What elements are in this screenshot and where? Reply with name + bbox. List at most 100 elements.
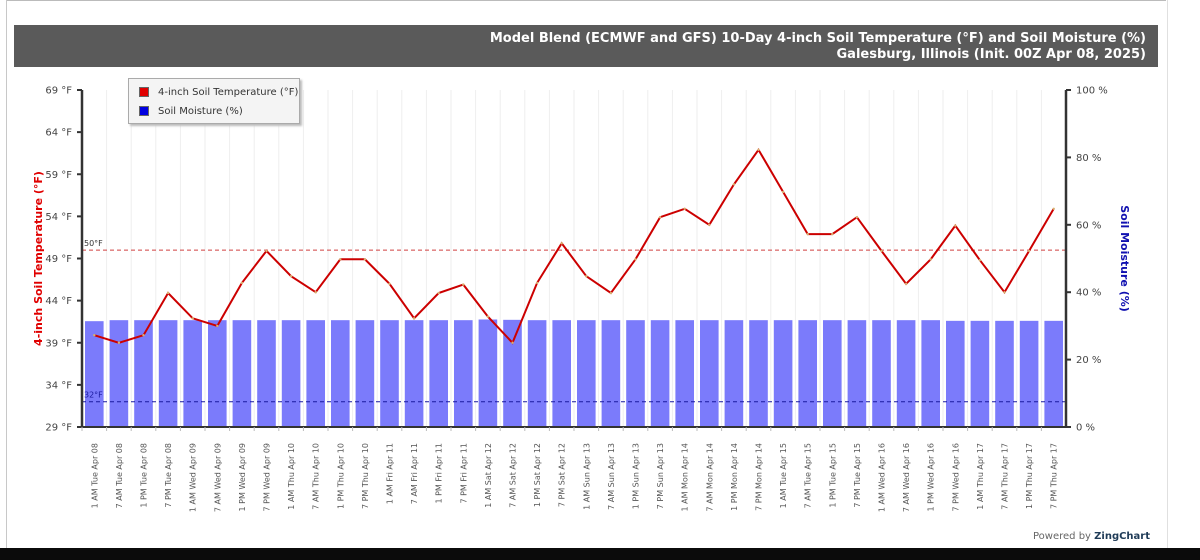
- temperature-point[interactable]: [1027, 249, 1031, 253]
- temperature-point[interactable]: [781, 190, 785, 194]
- temperature-point[interactable]: [929, 258, 932, 261]
- temperature-line[interactable]: [94, 147, 1055, 345]
- moisture-bar[interactable]: [700, 320, 719, 427]
- temperature-point[interactable]: [511, 341, 514, 344]
- chart-title-bar: Model Blend (ECMWF and GFS) 10-Day 4-inc…: [14, 25, 1158, 67]
- x-tick-label: 7 PM Sat Apr 12: [558, 443, 567, 507]
- temperature-point[interactable]: [708, 223, 711, 226]
- moisture-bar[interactable]: [232, 320, 252, 427]
- moisture-bar[interactable]: [823, 320, 842, 427]
- x-tick-label: 1 PM Wed Apr 09: [238, 443, 247, 511]
- moisture-bar[interactable]: [355, 320, 375, 427]
- moisture-bar[interactable]: [675, 320, 694, 427]
- x-tick-label: 1 PM Fri Apr 11: [435, 443, 444, 504]
- x-tick-label: 1 PM Thu Apr 17: [1025, 443, 1034, 509]
- temperature-point[interactable]: [831, 232, 834, 236]
- temperature-point[interactable]: [732, 183, 736, 186]
- moisture-bar[interactable]: [478, 319, 498, 427]
- moisture-bar[interactable]: [404, 320, 424, 427]
- temperature-point[interactable]: [486, 315, 490, 318]
- moisture-bar[interactable]: [1019, 320, 1039, 427]
- x-tick-label: 7 PM Thu Apr 17: [1050, 443, 1059, 509]
- temperature-point[interactable]: [560, 242, 563, 245]
- moisture-bar[interactable]: [306, 320, 325, 427]
- temperature-point[interactable]: [388, 282, 391, 285]
- temperature-point[interactable]: [339, 258, 342, 261]
- temperature-point[interactable]: [855, 216, 859, 219]
- temperature-point[interactable]: [191, 317, 194, 320]
- moisture-bar[interactable]: [183, 320, 202, 427]
- temperature-point[interactable]: [412, 317, 416, 320]
- moisture-bar[interactable]: [158, 320, 178, 427]
- moisture-bar[interactable]: [946, 320, 965, 427]
- moisture-bar[interactable]: [921, 320, 940, 427]
- legend-item-temperature[interactable]: 4-inch Soil Temperature (°F): [139, 86, 298, 98]
- moisture-bar[interactable]: [650, 320, 670, 427]
- legend-item-moisture[interactable]: Soil Moisture (%): [139, 105, 243, 117]
- temperature-point[interactable]: [1003, 291, 1006, 294]
- temperature-point[interactable]: [289, 274, 293, 278]
- moisture-bar[interactable]: [601, 320, 621, 427]
- moisture-bar[interactable]: [281, 320, 301, 427]
- temperature-point[interactable]: [363, 258, 367, 261]
- temperature-point[interactable]: [240, 281, 244, 285]
- y-left-tick-label: 69 °F: [45, 86, 72, 97]
- moisture-bar[interactable]: [577, 320, 596, 427]
- moisture-bar[interactable]: [552, 320, 571, 427]
- temperature-point[interactable]: [437, 291, 440, 295]
- moisture-bar[interactable]: [454, 320, 473, 427]
- temperature-point[interactable]: [880, 249, 883, 253]
- temperature-point[interactable]: [166, 291, 170, 295]
- moisture-bar[interactable]: [724, 320, 744, 427]
- temperature-point[interactable]: [757, 148, 760, 152]
- chart-plot[interactable]: 50°F 32°F 29 °F 34 °F 39 °F 44 °F 49 °F 54 °F 59…: [0, 0, 1200, 548]
- temperature-point[interactable]: [806, 232, 809, 236]
- moisture-bar[interactable]: [503, 319, 522, 427]
- moisture-bar[interactable]: [626, 320, 645, 427]
- temperature-point[interactable]: [904, 282, 908, 285]
- temperature-point[interactable]: [314, 291, 317, 294]
- temperature-point[interactable]: [1052, 207, 1055, 210]
- moisture-bar[interactable]: [847, 320, 867, 427]
- x-tick-label: 1 AM Tue Apr 08: [90, 443, 99, 508]
- powered-by-zingchart-link[interactable]: Powered by ZingChart: [1033, 531, 1150, 542]
- moisture-bar[interactable]: [380, 320, 399, 427]
- temperature-point[interactable]: [535, 281, 539, 285]
- temperature-point[interactable]: [265, 249, 268, 253]
- temperature-point[interactable]: [978, 258, 982, 262]
- moisture-bar[interactable]: [896, 320, 916, 427]
- moisture-bar[interactable]: [749, 320, 768, 427]
- reference-label-32: 32°F: [84, 391, 103, 400]
- chart-legend[interactable]: 4-inch Soil Temperature (°F) Soil Moistu…: [128, 78, 300, 124]
- moisture-bar[interactable]: [773, 320, 793, 427]
- temperature-point[interactable]: [142, 333, 145, 337]
- moisture-bar[interactable]: [257, 320, 276, 427]
- temperature-point[interactable]: [954, 224, 957, 227]
- x-tick-label: 7 AM Sat Apr 12: [509, 443, 518, 508]
- x-tick-label: 7 AM Wed Apr 16: [902, 443, 911, 512]
- moisture-bar[interactable]: [970, 320, 990, 427]
- moisture-bar[interactable]: [134, 320, 153, 427]
- temperature-point[interactable]: [634, 258, 637, 261]
- x-tick-label: 1 PM Mon Apr 14: [730, 443, 739, 511]
- temperature-point[interactable]: [216, 324, 219, 328]
- moisture-bar[interactable]: [429, 320, 448, 427]
- moisture-bar[interactable]: [109, 320, 129, 427]
- moisture-bar[interactable]: [527, 320, 547, 427]
- moisture-bar[interactable]: [208, 320, 227, 427]
- temperature-point[interactable]: [462, 283, 465, 286]
- temperature-point[interactable]: [117, 341, 121, 344]
- y-left-tick-label: 39 °F: [45, 338, 72, 349]
- temperature-point[interactable]: [683, 207, 686, 210]
- moisture-bar[interactable]: [872, 320, 891, 427]
- temperature-point[interactable]: [585, 274, 588, 278]
- moisture-bar[interactable]: [798, 320, 817, 427]
- temperature-point[interactable]: [93, 333, 96, 337]
- temperature-point[interactable]: [658, 216, 662, 219]
- moisture-bar[interactable]: [995, 320, 1014, 427]
- moisture-bar[interactable]: [85, 321, 104, 427]
- x-tick-label: 7 AM Thu Apr 10: [312, 443, 321, 510]
- moisture-bar[interactable]: [331, 320, 350, 427]
- moisture-bar[interactable]: [1044, 320, 1063, 427]
- temperature-point[interactable]: [609, 291, 613, 295]
